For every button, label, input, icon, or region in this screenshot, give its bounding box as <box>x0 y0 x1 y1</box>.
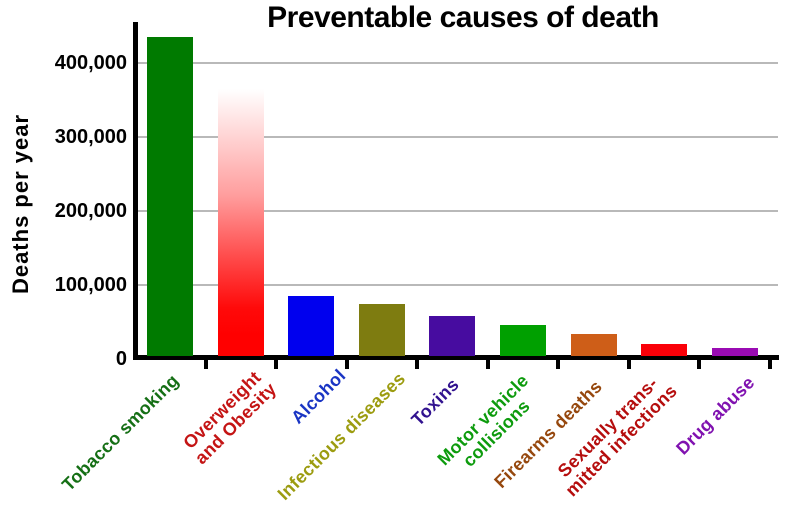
y-tick-label: 300,000 <box>54 126 127 148</box>
y-tick-label: 0 <box>115 348 127 370</box>
x-axis-tick <box>203 360 208 369</box>
gridline <box>138 210 778 212</box>
bar <box>217 88 264 356</box>
x-axis-tick <box>626 360 631 369</box>
x-axis-line <box>133 355 779 360</box>
bar <box>711 347 758 356</box>
x-category-label: Alcohol <box>287 365 350 428</box>
x-axis-tick <box>274 360 279 369</box>
y-axis-line <box>133 22 138 360</box>
x-category-label: Drug abuse <box>672 372 759 459</box>
x-category-label: Toxins <box>406 374 463 430</box>
x-axis-tick <box>697 360 702 369</box>
gridline <box>138 136 778 138</box>
x-category-label: Tobacco smoking <box>57 370 183 495</box>
x-axis-tick <box>485 360 490 369</box>
x-axis-tick <box>344 360 349 369</box>
x-axis-tick <box>556 360 561 369</box>
chart-title: Preventable causes of death <box>267 1 659 34</box>
bar <box>358 303 405 356</box>
x-axis-tick <box>415 360 420 369</box>
bar <box>500 324 547 356</box>
bar <box>570 333 617 356</box>
y-tick-label: 400,000 <box>54 52 127 74</box>
x-category-label: Sexually trans- mitted infections <box>553 373 682 501</box>
x-axis-tick <box>767 360 772 369</box>
gridline <box>138 284 778 286</box>
bar <box>641 344 688 356</box>
x-category-label: Overweight and Obesity <box>178 367 281 469</box>
y-tick-label: 100,000 <box>54 274 127 296</box>
bar <box>429 316 476 356</box>
bar <box>288 296 335 356</box>
gridline <box>138 62 778 64</box>
y-tick-label: 200,000 <box>54 200 127 222</box>
x-category-label: Infectious diseases <box>273 368 410 504</box>
bar <box>147 37 194 356</box>
